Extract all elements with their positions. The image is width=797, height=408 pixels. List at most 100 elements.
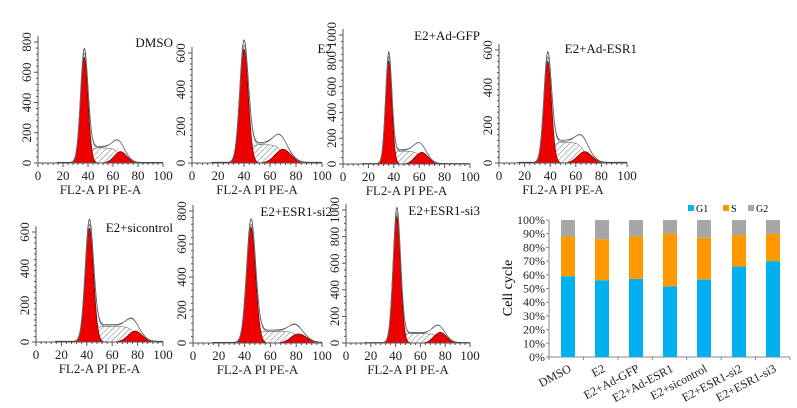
s-phase-area xyxy=(211,144,323,164)
panel-title: E2+Ad-GFP xyxy=(414,28,480,43)
y-tick-label: 600 xyxy=(17,222,32,242)
data-outline xyxy=(364,211,471,344)
panel-title: E2+ESR1-si2 xyxy=(260,204,332,219)
x-tick-label: 100 xyxy=(617,168,637,183)
y-tick-label: 0 xyxy=(324,161,339,168)
x-tick-label: 40 xyxy=(389,348,402,363)
x-tick-label: 0 xyxy=(496,168,503,183)
bar-segment-g2 xyxy=(595,220,609,240)
g1-peak xyxy=(362,59,470,165)
bar-segment-s xyxy=(595,239,609,281)
fit-outline xyxy=(211,39,323,163)
bar-segment-g1 xyxy=(732,266,746,357)
legend-swatch-g2 xyxy=(748,205,754,211)
y-tick-label: 0 xyxy=(17,339,32,346)
legend-swatch-g1 xyxy=(688,205,694,211)
bar-segment-g1 xyxy=(663,286,677,357)
data-outline xyxy=(362,55,470,165)
category-label: DMSO xyxy=(536,361,573,390)
y-tick-label: 400 xyxy=(480,78,495,98)
y-tick-label: 0 xyxy=(327,340,342,347)
bar-segment-g1 xyxy=(697,279,711,357)
y-tick-label: 200 xyxy=(327,307,342,327)
panel-title: E2+ESR1-si3 xyxy=(408,203,480,218)
data-outline xyxy=(55,223,164,343)
y-tick-label: 400 xyxy=(174,267,189,287)
bar-segment-s xyxy=(697,237,711,280)
fit-outline xyxy=(518,51,628,163)
bar-segment-g2 xyxy=(629,220,643,237)
y-tick-label: 200 xyxy=(173,117,188,137)
panel-title: DMSO xyxy=(135,35,173,50)
g1-peak xyxy=(56,56,163,164)
x-tick-label: 100 xyxy=(312,348,332,363)
bar-segment-s xyxy=(663,233,677,287)
y-tick-label: 600 xyxy=(480,40,495,60)
data-outline xyxy=(212,223,323,344)
y-tick-label: 400 xyxy=(19,93,34,113)
bar-segment-g1 xyxy=(629,278,643,357)
x-tick-label: 100 xyxy=(312,168,332,183)
x-tick-label: 0 xyxy=(33,347,40,362)
fit-outline xyxy=(212,218,323,343)
y-tick-label: 0 xyxy=(173,160,188,167)
y-tick-label: 100% xyxy=(517,213,545,227)
x-axis-label: FL2-A PI PE-A xyxy=(366,183,448,198)
x-tick-label: 80 xyxy=(290,168,303,183)
legend-label: S xyxy=(731,204,737,215)
y-tick-label: 1000 xyxy=(324,22,339,48)
cell-cycle-bar-chart: 0%10%20%30%40%50%60%70%80%90%100%DMSO E2E… xyxy=(501,204,791,405)
fit-outline xyxy=(56,47,163,163)
histogram-panel: 0 20 40 60 80 100 0 200 400 600 800 FL2-A PI PE-A E2… xyxy=(174,201,332,377)
x-axis-label: FL2-A PI PE-A xyxy=(367,362,449,377)
x-tick-label: 80 xyxy=(132,168,145,183)
x-tick-label: 0 xyxy=(189,168,196,183)
bar-segment-g1 xyxy=(595,280,609,357)
y-tick-label: 800 xyxy=(327,227,342,247)
bar-segment-g2 xyxy=(766,220,780,234)
x-tick-label: 80 xyxy=(438,169,451,184)
x-tick-label: 80 xyxy=(131,347,144,362)
x-tick-label: 20 xyxy=(212,348,225,363)
x-tick-label: 60 xyxy=(106,347,119,362)
histogram-panel: 0 20 40 60 80 100 0 200 400 600 FL2-A PI PE-A E2+si… xyxy=(17,218,173,376)
x-tick-label: 60 xyxy=(569,168,582,183)
y-tick-label: 0% xyxy=(529,350,545,364)
y-tick-label: 400 xyxy=(17,259,32,279)
y-tick-label: 200 xyxy=(480,116,495,136)
data-outline xyxy=(56,52,164,164)
y-tick-label: 800 xyxy=(174,201,189,221)
y-tick-label: 800 xyxy=(324,51,339,71)
x-tick-label: 40 xyxy=(238,168,251,183)
x-tick-label: 20 xyxy=(518,168,531,183)
histogram-panel: 0 20 40 60 80 100 0 200 400 600 FL2-A PI PE-A E2+Ad… xyxy=(480,40,637,197)
y-tick-label: 600 xyxy=(174,234,189,254)
bar-segment-s xyxy=(732,235,746,267)
bar-segment-g2 xyxy=(663,220,677,234)
category-label: E2 xyxy=(589,361,607,380)
x-tick-label: 20 xyxy=(364,348,377,363)
y-tick-label: 200 xyxy=(174,300,189,320)
fit-outline xyxy=(55,218,164,342)
panel-title: E2 xyxy=(318,41,332,56)
x-tick-label: 20 xyxy=(362,169,375,184)
bar-segment-s xyxy=(766,233,780,262)
x-axis-label: FL2-A PI PE-A xyxy=(216,182,298,197)
y-tick-label: 40% xyxy=(523,295,545,309)
panel-title: E2+Ad-ESR1 xyxy=(565,41,637,56)
y-tick-label: 1000 xyxy=(327,197,342,223)
x-tick-label: 0 xyxy=(343,348,350,363)
y-tick-label: 600 xyxy=(173,43,188,63)
x-axis-label: FL2-A PI PE-A xyxy=(522,182,604,197)
y-tick-label: 200 xyxy=(19,123,34,143)
x-tick-label: 60 xyxy=(414,348,427,363)
y-tick-label: 400 xyxy=(327,280,342,300)
y-axis-label: Cell cycle xyxy=(501,260,516,316)
x-tick-label: 60 xyxy=(264,348,277,363)
x-tick-label: 60 xyxy=(413,169,426,184)
x-tick-label: 100 xyxy=(460,348,480,363)
x-tick-label: 20 xyxy=(55,347,68,362)
x-tick-label: 40 xyxy=(80,347,93,362)
y-tick-label: 0 xyxy=(19,160,34,167)
